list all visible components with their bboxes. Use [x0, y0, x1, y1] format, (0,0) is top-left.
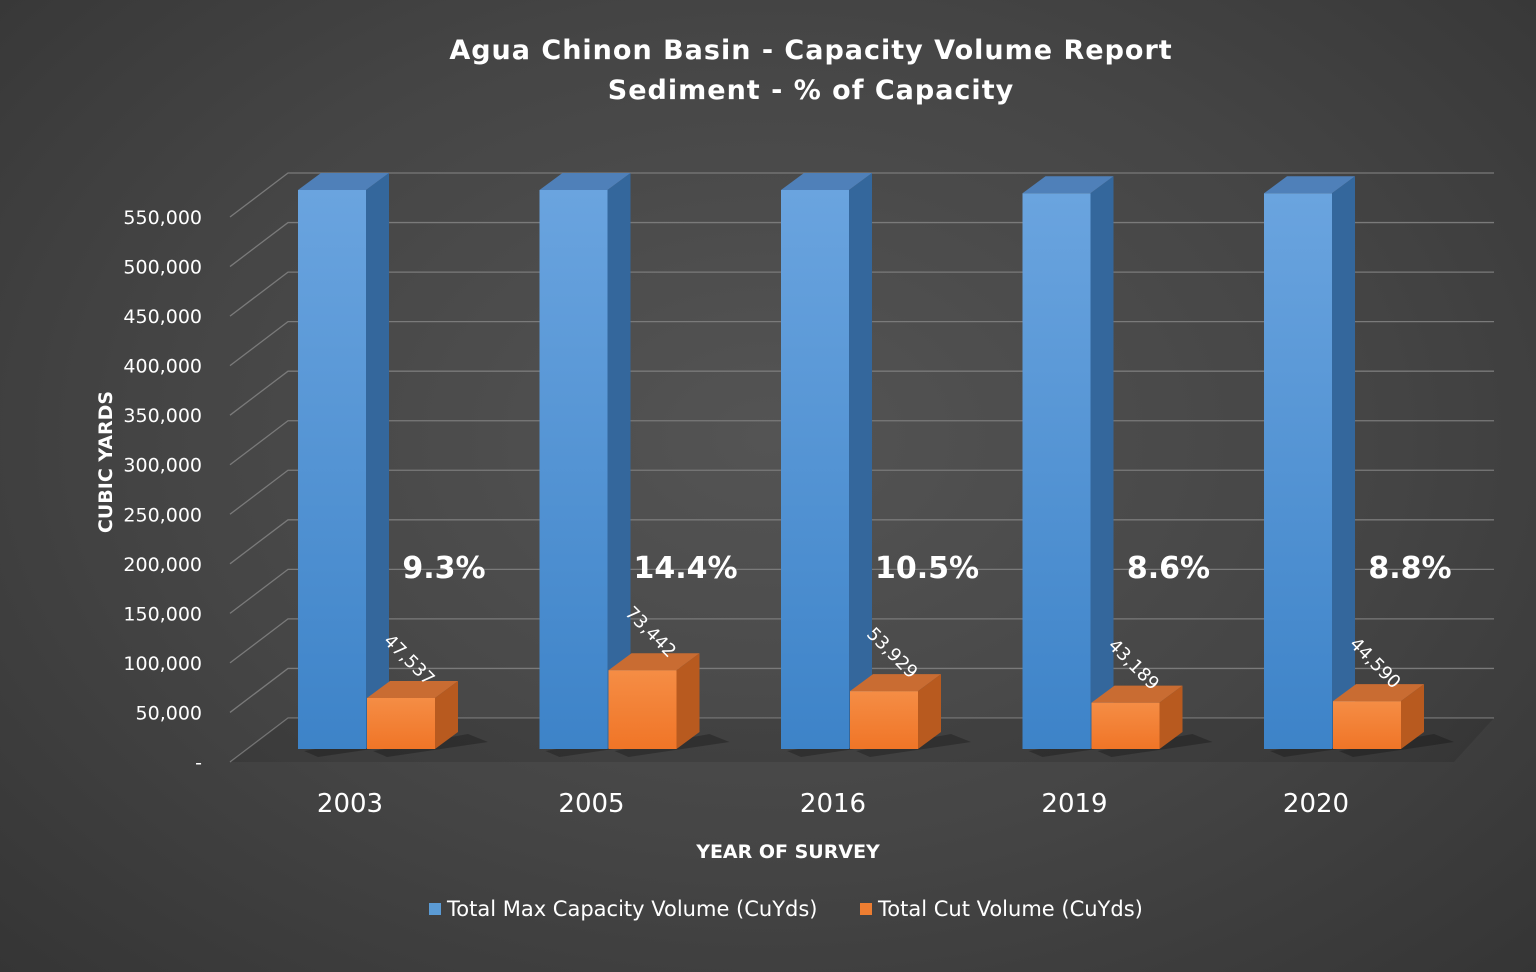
bar-cut-2020-front	[1333, 701, 1401, 749]
chart-title: Agua Chinon Basin - Capacity Volume Repo…	[449, 35, 1172, 66]
bar-capacity-2016-front	[781, 190, 849, 749]
bar-capacity-2019-front	[1022, 193, 1091, 749]
bar-cut-2020-side	[1401, 684, 1424, 749]
percent-annotation: 8.6%	[1127, 551, 1210, 586]
bar-cut-2016-side	[918, 674, 941, 749]
bar-cut-2003-front	[367, 698, 435, 749]
bar-capacity-2019-side	[1090, 176, 1114, 749]
y-axis-ticks: - 50,000 100,000 150,000 200,000 250,000 300,0…	[123, 207, 202, 774]
bar-cut-2019-side	[1159, 685, 1183, 749]
x-tick-label: 2019	[1041, 789, 1107, 819]
bars	[298, 173, 1454, 757]
bar-cut-2005-top	[608, 653, 700, 671]
bar-cut-2005-front	[608, 670, 677, 749]
bar-capacity-2020-top	[1264, 176, 1355, 194]
bar-capacity-2019	[1022, 176, 1144, 757]
percent-annotation: 14.4%	[633, 551, 737, 586]
y-tick-label: 50,000	[136, 702, 202, 724]
legend-swatch-capacity	[429, 903, 441, 915]
bar-cut-2019-top	[1091, 685, 1183, 703]
bar-capacity-2003	[298, 173, 419, 757]
bar-capacity-2020-front	[1264, 193, 1332, 749]
bar-cut-2003-side	[435, 681, 458, 749]
bar-capacity-2016-top	[781, 173, 872, 190]
bar-cut-2016-front	[850, 691, 918, 749]
legend: Total Max Capacity Volume (CuYds) Total …	[429, 897, 1143, 921]
bar-cut-2005	[608, 653, 730, 757]
bar-cut-2003	[367, 681, 488, 757]
bar-capacity-2019-top	[1022, 176, 1114, 194]
bar-cut-2020	[1333, 684, 1454, 757]
y-axis-label: CUBIC YARDS	[95, 391, 117, 533]
percent-annotation: 10.5%	[875, 551, 979, 586]
x-axis-label: YEAR OF SURVEY	[695, 841, 880, 863]
bar-capacity-2005	[539, 173, 661, 757]
x-tick-label: 2005	[558, 789, 624, 819]
y-tick-label: 400,000	[123, 356, 202, 378]
bar-capacity-2003-top	[298, 173, 389, 190]
y-tick-label: 200,000	[123, 554, 202, 576]
x-axis-ticks: 2003 2005 2016 2019 2020	[317, 789, 1349, 819]
y-tick-label: 500,000	[123, 257, 202, 279]
bar-capacity-2003-side	[366, 173, 389, 749]
bar-capacity-2005-top	[539, 173, 631, 190]
y-tick-label: -	[195, 752, 202, 774]
bar-capacity-2020-side	[1332, 176, 1355, 749]
gridline	[229, 172, 1494, 218]
bar-cut-2019	[1091, 685, 1213, 757]
y-tick-label: 250,000	[123, 504, 202, 526]
bar-capacity-2005-side	[607, 173, 631, 749]
bar-cut-2020-top	[1333, 684, 1424, 702]
y-tick-label: 300,000	[123, 455, 202, 477]
y-tick-label: 150,000	[123, 603, 202, 625]
bar-capacity-2003-front	[298, 190, 366, 749]
x-tick-label: 2003	[317, 789, 383, 819]
legend-label-capacity: Total Max Capacity Volume (CuYds)	[446, 897, 818, 921]
bar-cut-2016	[850, 674, 971, 757]
y-tick-label: 100,000	[123, 653, 202, 675]
bar-capacity-2016	[781, 173, 902, 757]
bar-cut-2003-top	[367, 681, 458, 698]
y-tick-label: 350,000	[123, 405, 202, 427]
legend-swatch-cut	[860, 903, 872, 915]
bar-capacity-2005-front	[539, 190, 608, 749]
chart-subtitle: Sediment - % of Capacity	[608, 75, 1014, 106]
y-tick-label: 450,000	[123, 306, 202, 328]
x-tick-label: 2020	[1283, 789, 1349, 819]
percent-annotation: 8.8%	[1368, 551, 1451, 586]
percent-annotation: 9.3%	[402, 551, 485, 586]
bar-capacity-2020	[1264, 176, 1385, 757]
y-tick-label: 550,000	[123, 207, 202, 229]
bar-capacity-2016-side	[849, 173, 872, 749]
bar-cut-2019-front	[1091, 702, 1160, 749]
x-tick-label: 2016	[800, 789, 866, 819]
bar-cut-2005-side	[676, 653, 700, 749]
bar-cut-2016-top	[850, 674, 941, 692]
legend-label-cut: Total Cut Volume (CuYds)	[877, 897, 1143, 921]
